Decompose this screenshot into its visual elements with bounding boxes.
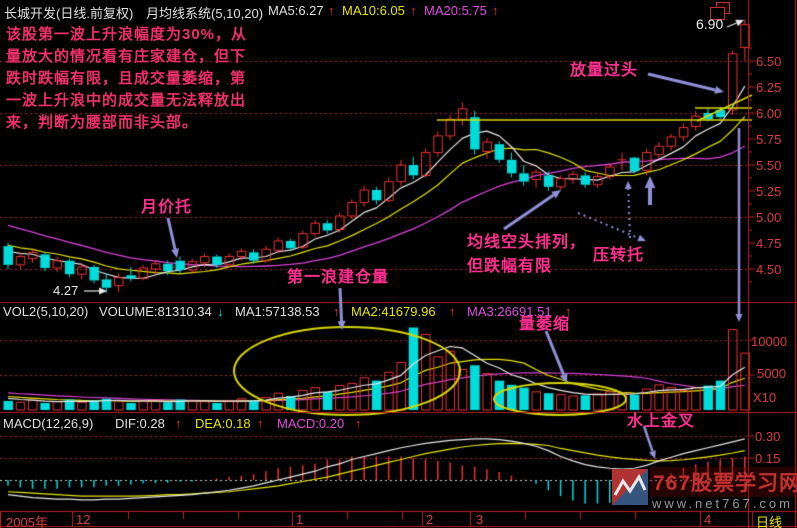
macd-indicator-name: MACD(12,26,9) [3, 416, 94, 431]
note-line: 量放大的情况看有庄家建仓，但下 [6, 48, 247, 65]
price-axis-label: 4.75 [756, 236, 782, 251]
ma20-value: MA20:5.75 [424, 3, 487, 18]
vol-axis-multiplier: X10 [753, 390, 777, 405]
watermark-logo-icon [612, 469, 648, 505]
vol-value: VOLUME:81310.34 [99, 304, 212, 319]
low-price-mark: 4.27 [53, 283, 79, 298]
macd-dea-up-arrow-icon: ↑ [257, 416, 264, 431]
restore-front-square [710, 7, 725, 20]
note-line: 来，判断为腰部而非头部。 [6, 114, 199, 131]
note-line: 一波上升浪中的成交量无法释放出 [6, 92, 247, 109]
macd-dif: DIF:0.28 [115, 416, 165, 431]
note-line: 该股第一波上升浪幅度为30%，从 [6, 26, 248, 43]
vol-ma2: MA2:41679.96 [351, 304, 436, 319]
stock-title: 长城开发(日线.前复权) [4, 6, 134, 21]
ma5-up-arrow-icon: ↑ [328, 3, 335, 18]
macd-dea: DEA:0.18 [195, 416, 251, 431]
price-axis-label: 4.50 [756, 262, 782, 277]
price-axis-label: 5.00 [756, 210, 782, 225]
vol-ma3-up-arrow-icon: ↑ [565, 304, 572, 319]
annotation-diyilang: 第一浪建仓量 [287, 269, 390, 286]
price-axis-label: 6.00 [756, 106, 782, 121]
vol-ma2-up-arrow-icon: ↑ [449, 304, 456, 319]
watermark-site-name: 767股票学习网 [650, 467, 797, 497]
macd-up-arrow-icon: ↑ [355, 416, 362, 431]
annotation-fangliangguotou: 放量过头 [570, 62, 639, 79]
watermark-url: www.net767.com [652, 496, 793, 511]
time-axis-month-label: 2 [426, 512, 434, 527]
vol-ma1: MA1:57138.53 [235, 304, 320, 319]
ma5-value: MA5:6.27 [268, 3, 324, 18]
ma-system-label: 月均线系统(5,10,20) [146, 6, 264, 21]
time-axis-month-label: 3 [476, 512, 484, 527]
annotation-shuishangjincha: 水上金叉 [627, 413, 696, 430]
annotation-yuejiatuo: 月价托 [141, 199, 193, 216]
vol-axis-label-5000: 5000 [757, 366, 786, 381]
note-line: 跌时跌幅有限，且成交量萎缩，第 [6, 70, 247, 87]
time-axis-year: 2005年 [6, 515, 48, 528]
price-axis-label: 5.50 [756, 158, 782, 173]
time-axis-month-label: 12 [76, 512, 91, 527]
time-axis-month-label: 1 [296, 512, 304, 527]
period-selector[interactable]: 日线 [756, 515, 783, 528]
vol-indicator-name: VOL2(5,10,20) [3, 304, 89, 319]
ma10-up-arrow-icon: ↑ [410, 3, 417, 18]
annotation-yazhuantuo: 压转托 [593, 247, 645, 264]
ma10-value: MA10:6.05 [342, 3, 405, 18]
annotation-liangweisuo: 量萎缩 [519, 316, 571, 333]
macd-axis-label-030: 0.30 [755, 429, 781, 444]
vol-ma1-up-arrow-icon: ↑ [333, 304, 340, 319]
ma20-up-arrow-icon: ↑ [492, 3, 499, 18]
annotation-junxian-1: 均线空头排列， [467, 234, 587, 251]
restore-window-icon[interactable] [709, 2, 733, 21]
analysis-note: 该股第一波上升浪幅度为30%，从 量放大的情况看有庄家建仓，但下 跌时跌幅有限，… [6, 24, 247, 134]
time-axis-month-label: 4 [704, 512, 712, 527]
macd-axis-label-015: 0.15 [755, 451, 781, 466]
vol-down-arrow-icon: ↓ [217, 304, 224, 319]
vol-axis-label-10000: 10000 [751, 334, 788, 349]
price-axis-label: 6.25 [756, 80, 782, 95]
annotation-junxian-2: 但跌幅有限 [467, 258, 553, 275]
vol-ma3: MA3:26691.51 [467, 304, 552, 319]
high-price-mark: 6.90 [696, 16, 724, 32]
price-axis-label: 6.50 [756, 54, 782, 69]
macd-dif-up-arrow-icon: ↑ [175, 416, 182, 431]
price-axis-label: 5.75 [756, 132, 782, 147]
price-axis-label: 5.25 [756, 184, 782, 199]
macd-value: MACD:0.20 [277, 416, 345, 431]
